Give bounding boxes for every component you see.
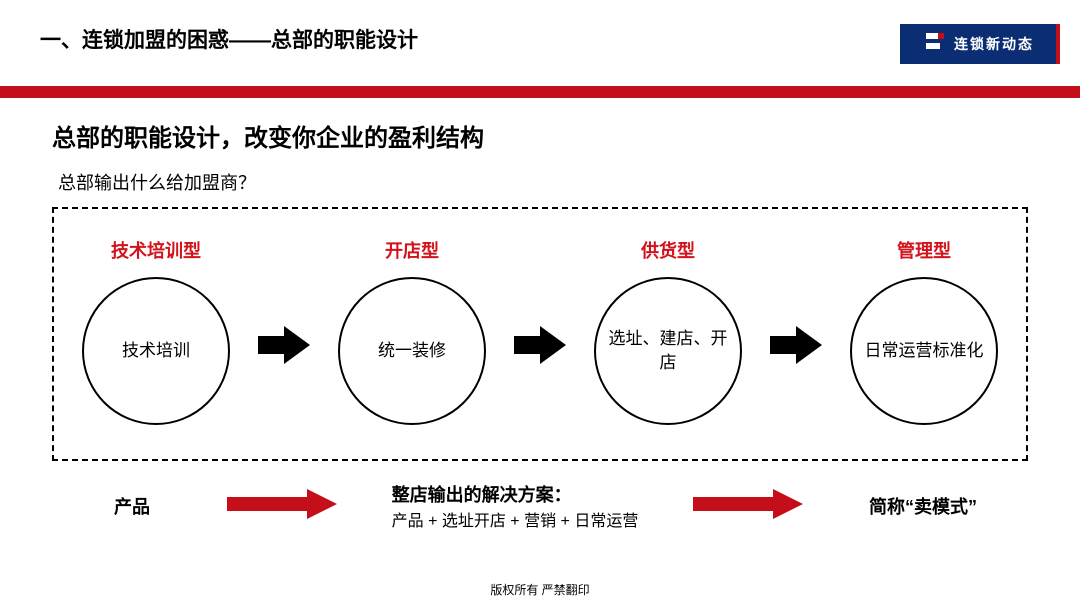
section-question: 总部输出什么给加盟商？ (58, 169, 1028, 195)
bottom-label-right: 简称“卖模式” (858, 493, 988, 519)
stage-label: 技术培训型 (111, 237, 201, 263)
stage-circle: 技术培训 (82, 277, 230, 425)
stage-circle: 日常运营标准化 (850, 277, 998, 425)
stage-label: 供货型 (641, 237, 695, 263)
logo-icon (922, 31, 948, 57)
arrow-icon (514, 326, 566, 369)
flow-stage: 管理型 日常运营标准化 (850, 237, 998, 425)
flow-stage: 技术培训型 技术培训 (82, 237, 230, 425)
bottom-mid-sub: 产品 + 选址开店 + 营销 + 日常运营 (392, 507, 639, 531)
stage-label: 管理型 (897, 237, 951, 263)
flow-stage: 供货型 选址、建店、开店 (594, 237, 742, 425)
brand-logo: 连锁新动态 (900, 24, 1060, 64)
bottom-mid-block: 整店输出的解决方案： 产品 + 选址开店 + 营销 + 日常运营 (392, 481, 639, 531)
arrow-icon (693, 489, 803, 524)
arrow-icon (227, 489, 337, 524)
arrow-icon (258, 326, 310, 369)
bottom-mid-title: 整店输出的解决方案： (392, 481, 639, 507)
copyright-footer: 版权所有 严禁翻印 (0, 581, 1080, 598)
stage-circle: 选址、建店、开店 (594, 277, 742, 425)
arrow-icon (770, 326, 822, 369)
page-title: 一、连锁加盟的困惑——总部的职能设计 (40, 24, 418, 54)
flow-container: 技术培训型 技术培训 开店型 统一装修 供货型 选址、建店、开店 管理型 日常运… (52, 207, 1028, 461)
accent-bar (0, 86, 1080, 98)
logo-text: 连锁新动态 (954, 34, 1034, 54)
flow-stage: 开店型 统一装修 (338, 237, 486, 425)
stage-label: 开店型 (385, 237, 439, 263)
section-subtitle: 总部的职能设计，改变你企业的盈利结构 (52, 118, 1028, 153)
bottom-label-left: 产品 (92, 493, 172, 519)
stage-circle: 统一装修 (338, 277, 486, 425)
bottom-summary: 产品 整店输出的解决方案： 产品 + 选址开店 + 营销 + 日常运营 简称“卖… (52, 461, 1028, 531)
